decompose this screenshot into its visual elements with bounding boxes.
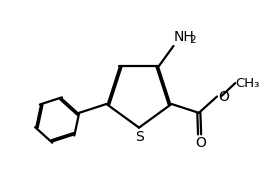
- Text: O: O: [218, 90, 229, 104]
- Text: S: S: [135, 130, 143, 144]
- Text: NH: NH: [173, 30, 194, 44]
- Text: CH₃: CH₃: [236, 77, 260, 90]
- Text: 2: 2: [189, 35, 196, 45]
- Text: O: O: [195, 136, 206, 150]
